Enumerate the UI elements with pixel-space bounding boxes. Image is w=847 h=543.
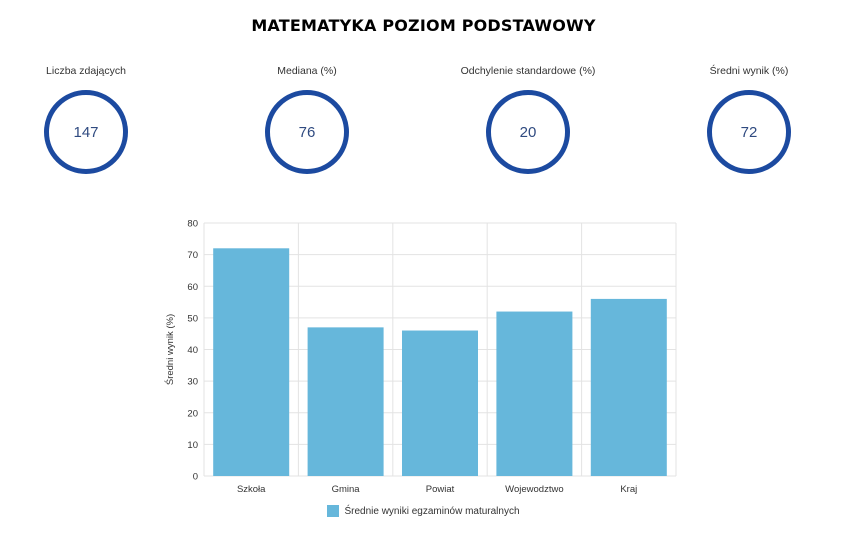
kpi-value: 20 xyxy=(519,123,537,141)
kpi-ring: 72 xyxy=(707,90,791,174)
y-tick-label: 40 xyxy=(187,345,198,356)
y-tick-label: 30 xyxy=(187,377,198,388)
bar xyxy=(402,330,478,476)
y-tick-label: 10 xyxy=(187,440,198,451)
kpi-median: Mediana (%) 76 xyxy=(207,64,407,174)
x-tick-label: Gmina xyxy=(332,484,361,495)
y-axis-label: Średni wynik (%) xyxy=(164,314,176,385)
x-tick-label: Szkoła xyxy=(237,484,266,495)
chart-legend[interactable]: Średnie wyniki egzaminów maturalnych xyxy=(0,505,847,517)
kpi-ring: 76 xyxy=(265,90,349,174)
kpi-students-count: Liczba zdających 147 xyxy=(0,64,186,174)
kpi-std-dev: Odchylenie standardowe (%) 20 xyxy=(428,64,628,174)
x-tick-label: Powiat xyxy=(426,484,455,495)
kpi-label: Mediana (%) xyxy=(277,65,337,77)
bar xyxy=(307,327,384,476)
kpi-value: 72 xyxy=(740,123,758,141)
kpi-ring: 20 xyxy=(486,90,570,174)
kpi-label: Odchylenie standardowe (%) xyxy=(460,65,596,77)
kpi-value: 76 xyxy=(298,123,316,141)
kpi-value: 147 xyxy=(73,123,99,141)
y-tick-label: 60 xyxy=(187,282,198,293)
kpi-mean-score: Średni wynik (%) 72 xyxy=(649,64,847,174)
x-tick-label: Kraj xyxy=(620,484,637,495)
kpi-label: Średni wynik (%) xyxy=(709,65,789,77)
y-tick-label: 80 xyxy=(187,219,198,230)
legend-swatch xyxy=(327,505,340,517)
bar xyxy=(213,248,290,476)
y-tick-label: 70 xyxy=(187,250,198,261)
kpi-label: Liczba zdających xyxy=(46,65,126,77)
page-title: MATEMATYKA POZIOM PODSTAWOWY xyxy=(251,16,596,35)
bar xyxy=(590,298,667,476)
y-tick-label: 50 xyxy=(187,313,198,324)
x-tick-label: Wojewodztwo xyxy=(505,484,563,495)
y-tick-label: 20 xyxy=(187,408,198,419)
legend-label: Średnie wyniki egzaminów maturalnych xyxy=(344,505,520,517)
bar xyxy=(496,311,573,476)
y-tick-label: 0 xyxy=(193,472,198,483)
kpi-ring: 147 xyxy=(44,90,128,174)
